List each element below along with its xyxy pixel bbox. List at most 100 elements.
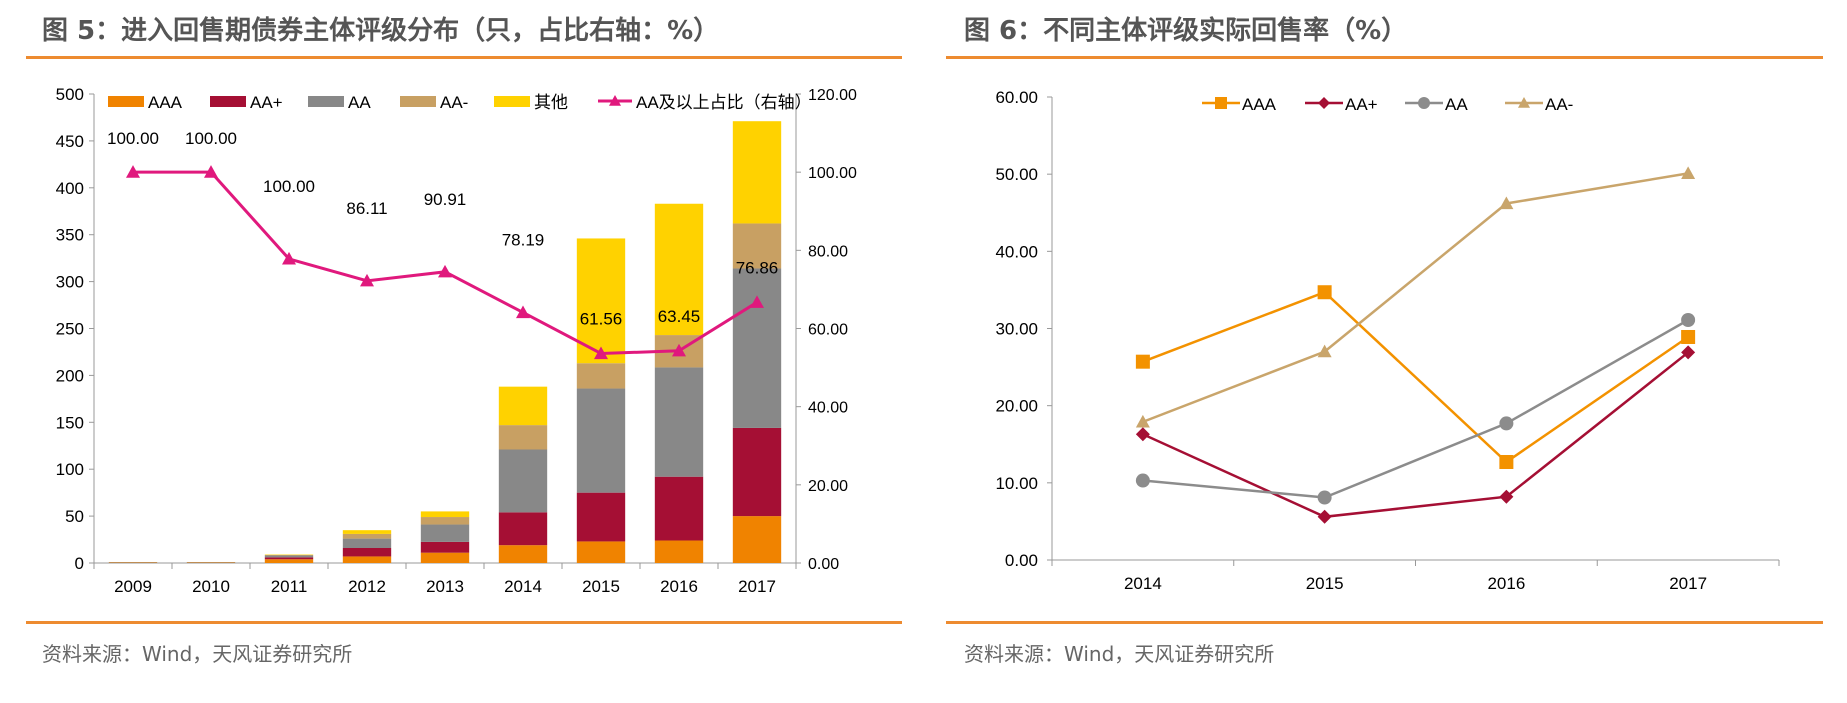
data-label: 76.86 xyxy=(736,258,779,277)
point-AA+-2015 xyxy=(1317,509,1332,524)
bar-AA+-2012 xyxy=(342,547,392,557)
y2-tick-label: 60.00 xyxy=(808,322,848,339)
bar-AA+-2014 xyxy=(498,512,548,546)
legend-label: AA xyxy=(348,93,371,112)
line-AA+ xyxy=(1142,351,1689,519)
bar-AA-2017 xyxy=(732,268,782,428)
x-tick-label: 2011 xyxy=(271,577,308,596)
y-tick-label: 350 xyxy=(56,226,84,245)
legend-swatch-AA xyxy=(308,96,344,107)
legend-diamond-icon xyxy=(1318,97,1330,109)
y-tick-label: 50.00 xyxy=(995,165,1038,184)
legend-swatch-AAA xyxy=(108,96,144,107)
x-tick-label: 2014 xyxy=(504,577,542,596)
bar-AA-2012 xyxy=(342,538,392,548)
y2-tick-label: 0.00 xyxy=(808,556,839,573)
figure-6-bottom-rule xyxy=(946,621,1823,624)
bar-其他-2012 xyxy=(342,530,392,534)
figure-5-title: 图 5：进入回售期债券主体评级分布（只，占比右轴：%） xyxy=(42,16,720,46)
legend-triangle-icon xyxy=(609,95,621,106)
bar-AAA-2012 xyxy=(342,556,392,563)
bar-其他-2013 xyxy=(420,511,470,518)
point-AA-2014 xyxy=(1135,473,1150,488)
point-AAA-2015 xyxy=(1317,285,1332,300)
y-tick-label: 40.00 xyxy=(995,242,1038,261)
legend-label: AA及以上占比（右轴） xyxy=(636,93,812,112)
y-tick-label: 450 xyxy=(56,132,84,151)
bar-AA--2014 xyxy=(498,425,548,450)
point-AAA-2016 xyxy=(1499,454,1514,469)
y-tick-label: 60.00 xyxy=(995,88,1038,107)
bar-AA--2013 xyxy=(420,517,470,525)
y-tick-label: 0 xyxy=(75,554,84,573)
y-tick-label: 0.00 xyxy=(1005,551,1038,570)
line-point-2016 xyxy=(672,343,686,357)
bar-AA-2011 xyxy=(264,555,314,558)
bar-其他-2014 xyxy=(498,386,548,426)
bar-AA+-2013 xyxy=(420,541,470,553)
line-point-2017 xyxy=(750,295,764,308)
figure-5-source: 资料来源：Wind，天风证券研究所 xyxy=(42,642,353,666)
point-AA-2017 xyxy=(1681,313,1696,328)
bar-AA--2012 xyxy=(342,533,392,539)
bar-AA--2017 xyxy=(732,223,782,269)
legend-circle-icon xyxy=(1418,97,1430,109)
figure-6-source: 资料来源：Wind，天风证券研究所 xyxy=(964,642,1275,666)
line-point-2014 xyxy=(516,305,530,319)
line-point-2013 xyxy=(438,264,452,278)
point-AAA-2017 xyxy=(1681,329,1696,344)
legend-swatch-其他 xyxy=(494,96,530,107)
legend-label: AA- xyxy=(440,93,468,112)
bar-AAA-2015 xyxy=(576,541,626,563)
line-point-2011 xyxy=(282,251,296,265)
legend-label: AA+ xyxy=(250,93,283,112)
point-AA+-2014 xyxy=(1135,427,1150,442)
legend-swatch-AA- xyxy=(400,96,436,107)
x-tick-label: 2016 xyxy=(660,577,698,596)
bar-AA+-2017 xyxy=(732,427,782,517)
figure-5-top-rule xyxy=(26,56,902,59)
line-point-2012 xyxy=(360,273,374,287)
bar-AA-2016 xyxy=(654,367,704,477)
x-tick-label: 2015 xyxy=(1306,574,1344,593)
bar-AA--2015 xyxy=(576,363,626,389)
bar-AAA-2017 xyxy=(732,516,782,563)
y-tick-label: 10.00 xyxy=(995,474,1038,493)
legend-square-icon xyxy=(1215,97,1227,109)
y-tick-label: 20.00 xyxy=(995,397,1038,416)
x-tick-label: 2012 xyxy=(348,577,386,596)
bar-其他-2017 xyxy=(732,121,782,224)
point-AA--2014 xyxy=(1135,414,1150,428)
data-label: 86.11 xyxy=(346,199,387,218)
figure-5-bottom-rule xyxy=(26,621,902,624)
bar-AA-2015 xyxy=(576,388,626,493)
point-AA+-2017 xyxy=(1681,345,1696,360)
y-tick-label: 200 xyxy=(56,366,84,385)
data-label: 61.56 xyxy=(580,310,623,329)
legend-label: AAA xyxy=(1242,95,1277,114)
x-tick-label: 2010 xyxy=(192,577,230,596)
x-tick-label: 2016 xyxy=(1487,574,1525,593)
y-tick-label: 100 xyxy=(56,460,84,479)
line-point-2009 xyxy=(126,165,140,178)
data-label: 100.00 xyxy=(185,129,237,148)
bar-AAA-2011 xyxy=(264,559,314,563)
y2-tick-label: 40.00 xyxy=(808,400,848,417)
x-tick-label: 2015 xyxy=(582,577,620,596)
y2-tick-label: 80.00 xyxy=(808,243,848,260)
x-tick-label: 2017 xyxy=(738,577,776,596)
y2-tick-label: 20.00 xyxy=(808,478,848,495)
y-tick-label: 500 xyxy=(56,85,84,104)
y-tick-label: 30.00 xyxy=(995,320,1038,339)
bar-AA+-2015 xyxy=(576,492,626,542)
line-AAA xyxy=(1142,290,1689,464)
legend-triangle-icon xyxy=(1518,97,1530,108)
bar-AA-2013 xyxy=(420,524,470,542)
bar-AA-2014 xyxy=(498,449,548,513)
legend-label: 其他 xyxy=(534,93,568,112)
bar-AA+-2016 xyxy=(654,476,704,541)
point-AA--2016 xyxy=(1499,196,1514,210)
bar-AAA-2014 xyxy=(498,545,548,563)
line-AA- xyxy=(1142,172,1689,424)
